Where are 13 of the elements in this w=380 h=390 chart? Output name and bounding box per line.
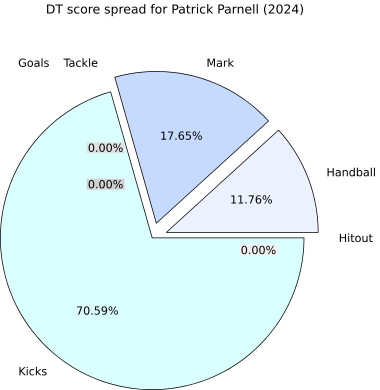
slice-label: Handball <box>328 168 375 176</box>
data-label: 11.76% <box>231 195 272 204</box>
category-label: Hitout <box>340 234 373 242</box>
data-label: 17.65% <box>161 131 202 140</box>
text: 0.00% <box>88 180 123 188</box>
text: 0.00% <box>241 246 276 254</box>
data-label: 70.59% <box>76 306 118 315</box>
slice-label: Mark <box>208 58 234 67</box>
text: 0.00% <box>88 144 123 152</box>
category-label: Tackle <box>64 58 98 67</box>
chart-title: DT score spread for Patrick Parnell (2024) <box>47 4 303 16</box>
slice-label: Kicks <box>19 366 47 376</box>
category-label: Goals <box>18 58 49 67</box>
